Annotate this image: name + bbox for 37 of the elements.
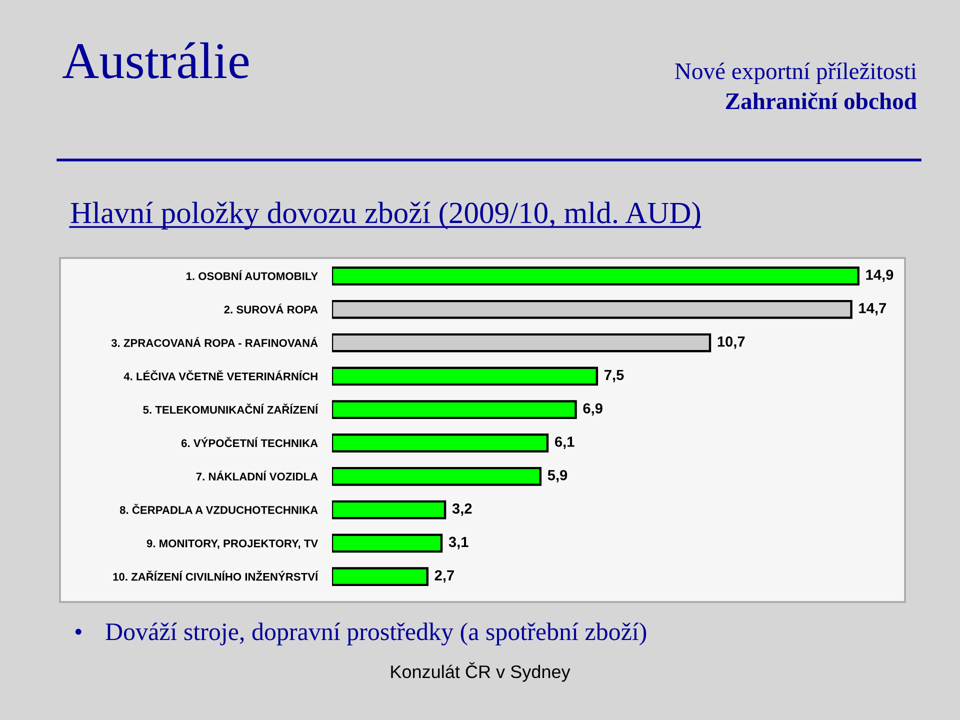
text: Zahraniční obchod <box>726 92 917 110</box>
y-tick-label: 4. LÉČIVA VČETNĚ VETERINÁRNÍCH <box>124 370 318 380</box>
y-tick-label: 6. VÝPOČETNÍ TECHNIKA <box>181 437 318 448</box>
text: Austrálie <box>62 42 249 79</box>
data-label: 10,7 <box>718 336 745 349</box>
y-tick-label: 10. ZAŘÍZENÍ CIVILNÍHO INŽENÝRSTVÍ <box>113 570 318 581</box>
bar <box>332 466 542 486</box>
y-tick-label: 2. SUROVÁ ROPA <box>224 304 318 314</box>
data-label: 14,7 <box>859 303 886 316</box>
bar <box>332 266 860 286</box>
bar <box>332 567 428 586</box>
y-tick-label: 8. ČERPADLA A VZDUCHOTECHNIKA <box>120 504 318 514</box>
bar <box>332 400 577 420</box>
data-label: 7,5 <box>604 370 624 382</box>
bar <box>332 300 852 319</box>
text: • <box>75 628 82 635</box>
chart-title: Hlavní položky dovozu zboží (2009/10, mld. AUD) <box>70 202 700 230</box>
y-tick-label: 1. OSOBNÍ AUTOMOBILY <box>186 270 318 280</box>
data-label: 5,9 <box>548 470 568 482</box>
text: Nové exportní příležitosti <box>675 62 917 84</box>
data-label: 6,1 <box>554 436 574 450</box>
data-label: 2,7 <box>434 570 454 583</box>
y-tick-label: 9. MONITORY, PROJEKTORY, TV <box>146 539 318 549</box>
bar <box>332 434 549 452</box>
data-label: 14,9 <box>866 270 894 282</box>
data-label: 3,2 <box>452 503 472 516</box>
bar <box>332 333 712 352</box>
bar <box>332 500 446 520</box>
y-tick-label: 5. TELEKOMUNIKAČNÍ ZAŘÍZENÍ <box>143 404 318 414</box>
data-label: 3,1 <box>448 536 468 550</box>
y-tick-label: 3. ZPRACOVANÁ ROPA - RAFINOVANÁ <box>111 336 318 347</box>
text: Dováží stroje, dopravní prostředky (a spotřební zboží) <box>106 622 646 646</box>
text: Konzulát ČR v Sydney <box>391 662 570 682</box>
bar <box>332 366 598 386</box>
bar <box>332 534 443 553</box>
y-tick-label: 7. NÁKLADNÍ VOZIDLA <box>196 470 318 481</box>
data-label: 6,9 <box>583 403 602 416</box>
